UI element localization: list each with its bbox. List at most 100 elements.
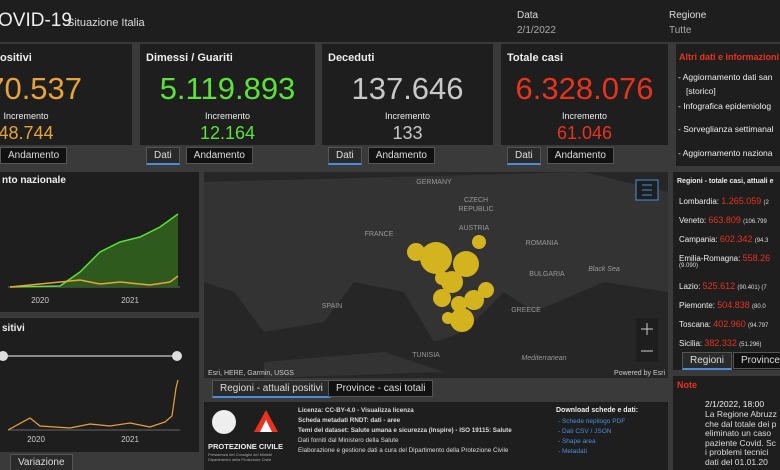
info-panel: Altri dati e informazioni - Aggiornament… xyxy=(676,44,780,166)
region-row: Piemonte: 504.838 (80.0 xyxy=(679,300,780,310)
info-link[interactable]: [storico] xyxy=(686,86,716,96)
logo: PROTEZIONE CIVILE xyxy=(208,410,283,451)
region-detail: (2 xyxy=(763,200,769,206)
note-line: paziente Covid. Sc xyxy=(705,437,776,448)
card-title: Totale casi xyxy=(507,52,564,64)
map-label: ROMANIA xyxy=(526,240,559,247)
line xyxy=(9,275,179,288)
regions-panel: Regioni - totale casi, attuali e Lombard… xyxy=(673,172,780,370)
increment: 133 xyxy=(392,123,423,143)
tab[interactable]: Andamento xyxy=(367,147,435,164)
region-detail: (106.799 xyxy=(743,219,767,225)
regions-title: Regioni - totale casi, attuali e xyxy=(677,178,774,185)
tab[interactable]: Andamento xyxy=(0,147,68,164)
region-name: Veneto: xyxy=(679,216,707,225)
chart-panel: sitivi 2020 2021 xyxy=(0,318,199,452)
map: GERMANY CZECH REPUBLIC AUSTRIA FRANCE RO… xyxy=(204,172,668,378)
area xyxy=(10,214,178,287)
card-total: 070.537 xyxy=(0,71,83,106)
increment: 48.744 xyxy=(0,123,54,143)
x-label: 2020 xyxy=(27,435,45,444)
map-label: TUNISIA xyxy=(412,352,440,359)
region-name: Lombardia: xyxy=(679,197,720,206)
region-detail: (90.401) (7 xyxy=(737,285,767,291)
card-title: ositivi xyxy=(0,52,32,64)
download-link[interactable]: - Dati CSV / JSON xyxy=(558,428,612,435)
region-detail: (94.3 xyxy=(754,238,769,244)
region-name: Sicilia: xyxy=(679,339,703,348)
footer-line: Licenza: CC-BY-4.0 - Visualizza licenza xyxy=(298,407,414,414)
note-panel: Note 2/1/2022, 18:00 La Regione Abruzz ch… xyxy=(673,376,780,470)
logo-text: PROTEZIONE CIVILE xyxy=(208,442,283,451)
footer-line: Temi del dataset: Salute umana e sicurez… xyxy=(298,427,512,434)
tab[interactable]: Andamento xyxy=(546,147,614,164)
region-detail: (9.090) xyxy=(679,263,699,269)
attribution: Powered by Esri xyxy=(614,370,665,377)
region-value: 602.342 xyxy=(719,234,753,244)
region-label: Regione xyxy=(669,10,707,21)
tab[interactable]: Regioni - attuali positivi xyxy=(212,380,331,398)
x-label: 2020 xyxy=(31,296,49,305)
chart-panel: nto nazionale 2020 2021 xyxy=(0,172,199,312)
map-label: REPUBLIC xyxy=(458,206,493,213)
download-link[interactable]: - Metadati xyxy=(558,448,587,455)
tab[interactable]: Province xyxy=(733,352,780,369)
increment-label: Incremento xyxy=(384,111,431,121)
map-label: AUSTRIA xyxy=(459,225,490,232)
region-row: Lombardia: 1.265.059 (2 xyxy=(679,196,780,206)
date: 2/1/2022 xyxy=(517,25,556,36)
tab[interactable]: Variazione xyxy=(10,454,73,470)
variation-chart: 2020 2021 xyxy=(0,351,182,444)
attribution: Esri, HERE, Garmin, USGS xyxy=(208,370,294,377)
region-value: 382.332 xyxy=(704,338,737,348)
info-link[interactable]: - Sorveglianza settimanal xyxy=(678,124,774,134)
map-label: BULGARIA xyxy=(529,271,565,278)
region-row: Campania: 602.342 (94.3 xyxy=(679,234,780,244)
increment: 61.046 xyxy=(556,123,613,143)
info-link[interactable]: - Infografica epidemiolog xyxy=(678,101,772,111)
map-canvas: GERMANY CZECH REPUBLIC AUSTRIA FRANCE RO… xyxy=(204,172,668,378)
region-value: 1.265.059 xyxy=(721,196,762,206)
emblem xyxy=(212,410,236,434)
note-date: 2/1/2022, 18:00 xyxy=(705,399,765,409)
chart-title: nto nazionale xyxy=(2,175,66,186)
region-name: Lazio: xyxy=(679,282,701,291)
region-row: Sicilia: 382.332 (51.296) xyxy=(679,338,780,348)
info-link[interactable]: - Aggiornamento naziona xyxy=(678,148,773,158)
region-row: Toscana: 402.960 (94.797 xyxy=(679,319,780,329)
increment-label: Incremento xyxy=(561,111,608,121)
slider-handle[interactable] xyxy=(172,351,182,361)
info-link[interactable]: - Aggiornamento dati san xyxy=(678,72,773,82)
footer-line: Scheda metadati RNDT: dati - aree xyxy=(298,417,401,424)
tab[interactable]: Regioni xyxy=(682,352,732,370)
subtitle: Situazione Italia xyxy=(67,17,145,29)
card-title: Dimessi / Guariti xyxy=(146,52,233,64)
region[interactable]: Tutte xyxy=(669,25,692,36)
note-line: i problemi tecnici xyxy=(705,447,769,457)
bubbles xyxy=(407,235,494,332)
region-detail: (80.0 xyxy=(752,304,766,310)
tab[interactable]: Dati xyxy=(328,147,362,165)
footer: PROTEZIONE CIVILE Presidenza del Consigl… xyxy=(204,402,668,470)
x-label: 2021 xyxy=(121,296,139,305)
map-label: Black Sea xyxy=(588,266,620,273)
tab[interactable]: Andamento xyxy=(185,147,253,164)
download-link[interactable]: - Schede riepilogo PDF xyxy=(558,418,626,425)
map-label: SPAIN xyxy=(322,303,343,310)
header: OVID-19 Situazione Italia Data 2/1/2022 … xyxy=(0,0,780,42)
slider-handle[interactable] xyxy=(0,351,8,361)
card-total: 5.119.893 xyxy=(159,71,296,106)
increment: 12.164 xyxy=(199,123,256,143)
note-line: dati del 01.01.20 xyxy=(705,456,768,467)
zoom-icon xyxy=(641,323,653,335)
card: Totale casi 6.328.076 Incremento 61.046 xyxy=(501,44,668,145)
footer-line: Elaborazione e gestione dati a cura del … xyxy=(298,447,509,454)
region-detail: (94.797 xyxy=(748,323,769,329)
tab[interactable]: Dati xyxy=(507,147,541,165)
region-value: 663.809 xyxy=(708,215,741,225)
tab[interactable]: Province - casi totali xyxy=(328,380,434,397)
tab[interactable]: Dati xyxy=(146,147,180,165)
map-label: GREECE xyxy=(511,307,541,314)
map-label: CZECH xyxy=(464,197,488,204)
download-link[interactable]: - Shape area xyxy=(558,438,596,445)
